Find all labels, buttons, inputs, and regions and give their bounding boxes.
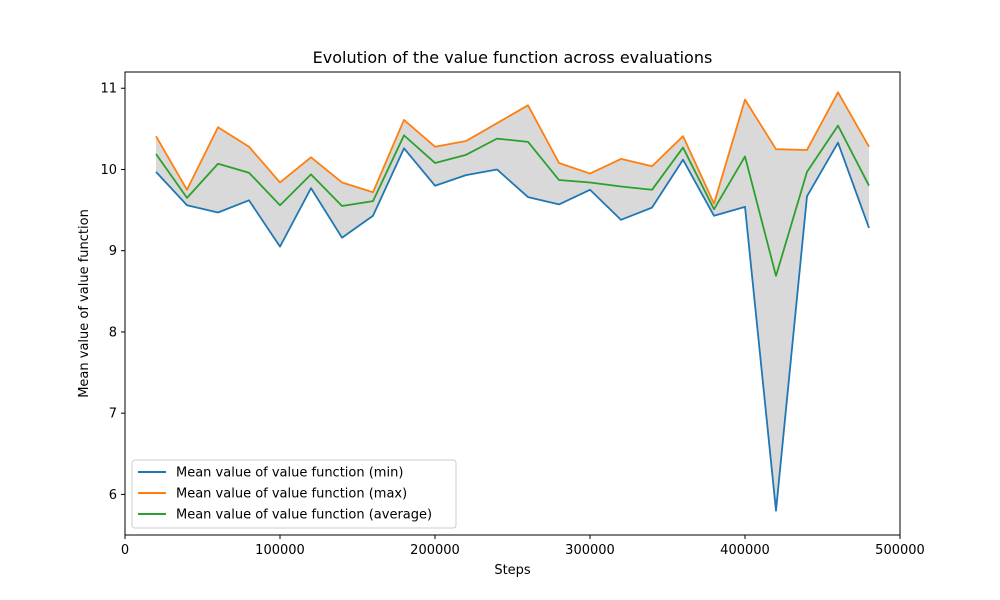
x-axis-label: Steps xyxy=(494,563,531,578)
x-tick-label: 100000 xyxy=(255,543,305,558)
y-tick-label: 6 xyxy=(109,488,117,503)
series-line-average xyxy=(155,124,870,277)
min-max-band xyxy=(156,92,869,511)
y-tick-label: 11 xyxy=(100,82,117,97)
y-axis-ticks: 6 7 8 9 10 11 xyxy=(100,82,125,503)
legend-entry-max: Mean value of value function (max) xyxy=(176,487,407,502)
x-axis-ticks: 0 100000 200000 300000 400000 500000 xyxy=(121,535,925,558)
x-tick-label: 300000 xyxy=(565,543,615,558)
x-tick-label: 200000 xyxy=(410,543,460,558)
legend: Mean value of value function (min) Mean v… xyxy=(131,459,457,529)
y-tick-label: 8 xyxy=(109,325,117,340)
series-lines-layer xyxy=(155,91,870,512)
legend-entry-average: Mean value of value function (average) xyxy=(176,508,432,523)
x-tick-label: 400000 xyxy=(720,543,770,558)
chart-title: Evolution of the value function across e… xyxy=(313,48,713,67)
series-line-min xyxy=(155,141,870,512)
legend-box xyxy=(131,459,457,529)
y-tick-label: 7 xyxy=(109,407,117,422)
x-tick-label: 0 xyxy=(121,543,129,558)
plot-frame xyxy=(124,71,901,536)
legend-entry-min: Mean value of value function (min) xyxy=(176,466,403,481)
series-line-max xyxy=(155,91,870,205)
y-tick-label: 10 xyxy=(100,163,117,178)
y-axis-label: Mean value of value function xyxy=(77,209,92,398)
fill-between-layer xyxy=(156,92,869,511)
y-tick-label: 9 xyxy=(109,244,117,259)
x-tick-label: 500000 xyxy=(875,543,925,558)
